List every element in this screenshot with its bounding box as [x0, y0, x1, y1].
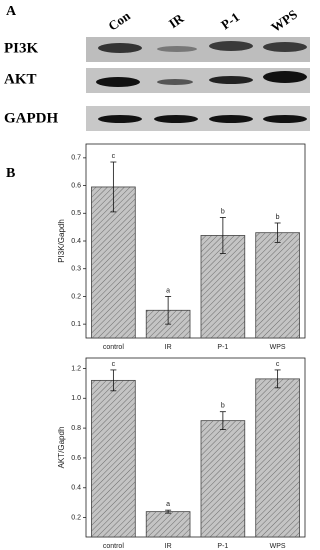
y-tick-label: 0.4	[71, 238, 81, 245]
row-label: GAPDH	[4, 110, 58, 126]
significance-letter: b	[221, 208, 225, 215]
lane-label: WPS	[268, 7, 300, 35]
y-tick-label: 1.2	[71, 365, 81, 372]
y-tick-label: 0.3	[71, 266, 81, 273]
y-tick-label: 0.7	[71, 155, 81, 162]
y-tick-label: 0.1	[71, 321, 81, 328]
bar	[255, 232, 300, 339]
plot-frame	[85, 357, 306, 538]
error-bar	[274, 222, 281, 243]
y-tick-label: 0.2	[71, 514, 81, 521]
significance-letter: b	[221, 403, 225, 410]
y-tick-label: 0.6	[71, 182, 81, 189]
x-tick-label: IR	[165, 344, 172, 351]
significance-letter: c	[276, 361, 280, 368]
x-tick-label: IR	[165, 543, 172, 550]
bar	[200, 420, 246, 538]
x-tick-label: WPS	[270, 543, 286, 550]
blot	[86, 37, 310, 131]
bar	[91, 379, 136, 538]
significance-letter: a	[166, 287, 170, 294]
significance-letter: c	[112, 361, 116, 368]
error-bar	[110, 369, 117, 392]
error-bar	[274, 369, 281, 389]
y-tick-label: 0.5	[71, 210, 81, 217]
y-axis-label: AKT/Gapdh	[57, 427, 66, 469]
x-tick-label: control	[103, 543, 124, 550]
bar	[145, 511, 191, 538]
error-bar	[165, 509, 172, 514]
y-axis-label: PI3K/Gapdh	[57, 219, 66, 263]
x-tick-label: P-1	[217, 344, 228, 351]
panel-label: B	[6, 166, 15, 181]
y-tick-label: 1.0	[71, 395, 81, 402]
error-bar	[110, 161, 117, 213]
x-tick-label: P-1	[217, 543, 228, 550]
significance-letter: c	[112, 153, 116, 160]
error-bar	[165, 296, 172, 325]
y-tick-label: 0.6	[71, 455, 81, 462]
panel-label: A	[6, 4, 17, 19]
y-tick-label: 0.8	[71, 425, 81, 432]
significance-letter: a	[166, 501, 170, 508]
lane-label: P-1	[218, 9, 242, 32]
error-bar	[219, 411, 226, 431]
error-bar	[219, 217, 226, 254]
row-label: AKT	[4, 71, 37, 87]
row-label: PI3K	[4, 40, 39, 56]
x-tick-label: control	[103, 344, 124, 351]
lane-label: IR	[166, 10, 187, 31]
lane-label: Con	[105, 8, 133, 34]
significance-letter: b	[276, 214, 280, 221]
bar	[255, 378, 300, 538]
y-tick-label: 0.4	[71, 485, 81, 492]
x-tick-label: WPS	[270, 344, 286, 351]
y-tick-label: 0.2	[71, 293, 81, 300]
